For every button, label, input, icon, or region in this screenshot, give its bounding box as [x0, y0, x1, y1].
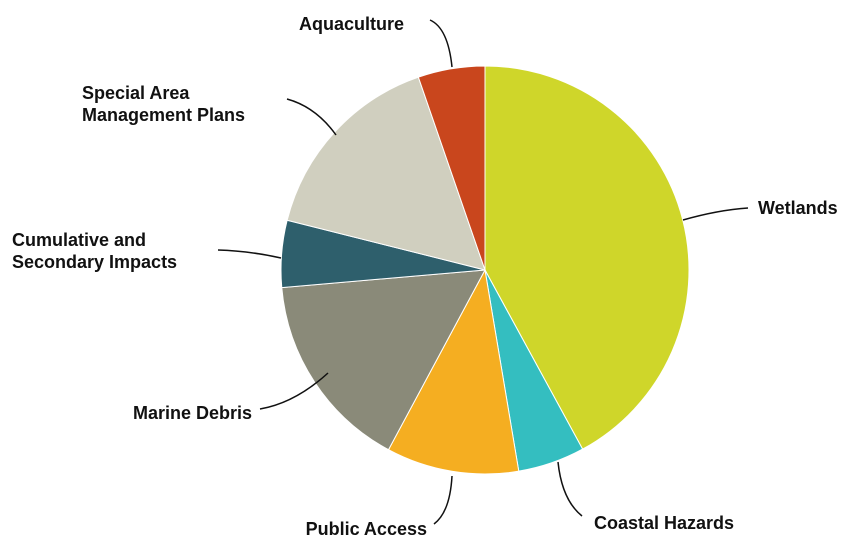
slice-label-line: Coastal Hazards: [594, 513, 734, 533]
slice-label: Public Access: [306, 519, 427, 537]
slice-labels: Wetlands Coastal Hazards Public Access Mari…: [12, 14, 838, 537]
slice-label: Special Area Management Plans: [82, 83, 245, 125]
leader-line: [217, 249, 282, 259]
pie-slice: [484, 65, 690, 450]
slice-label-line: Secondary Impacts: [12, 252, 177, 272]
leader-lines: [217, 19, 749, 525]
slice-label-line: Wetlands: [758, 198, 838, 218]
leader-line: [433, 475, 453, 525]
pie-slices: [280, 65, 690, 475]
leader-line: [286, 98, 337, 136]
pie-slice: [281, 269, 486, 451]
leader-line: [682, 207, 749, 221]
slice-label: Coastal Hazards: [594, 513, 734, 533]
slice-label: Marine Debris: [133, 403, 252, 423]
slice-label-line: Cumulative and: [12, 230, 146, 250]
slice-label: Wetlands: [758, 198, 838, 218]
leader-line: [259, 372, 329, 410]
leader-line: [557, 461, 583, 517]
slice-label-line: Aquaculture: [299, 14, 404, 34]
slice-label: Cumulative and Secondary Impacts: [12, 230, 177, 272]
pie-slice: [387, 268, 520, 475]
slice-label-line: Special Area: [82, 83, 190, 103]
pie-slice: [417, 65, 486, 271]
slice-label-line: Management Plans: [82, 105, 245, 125]
slice-label-line: Public Access: [306, 519, 427, 537]
slice-label-line: Marine Debris: [133, 403, 252, 423]
leader-line: [429, 19, 453, 68]
slice-label: Aquaculture: [299, 14, 404, 34]
